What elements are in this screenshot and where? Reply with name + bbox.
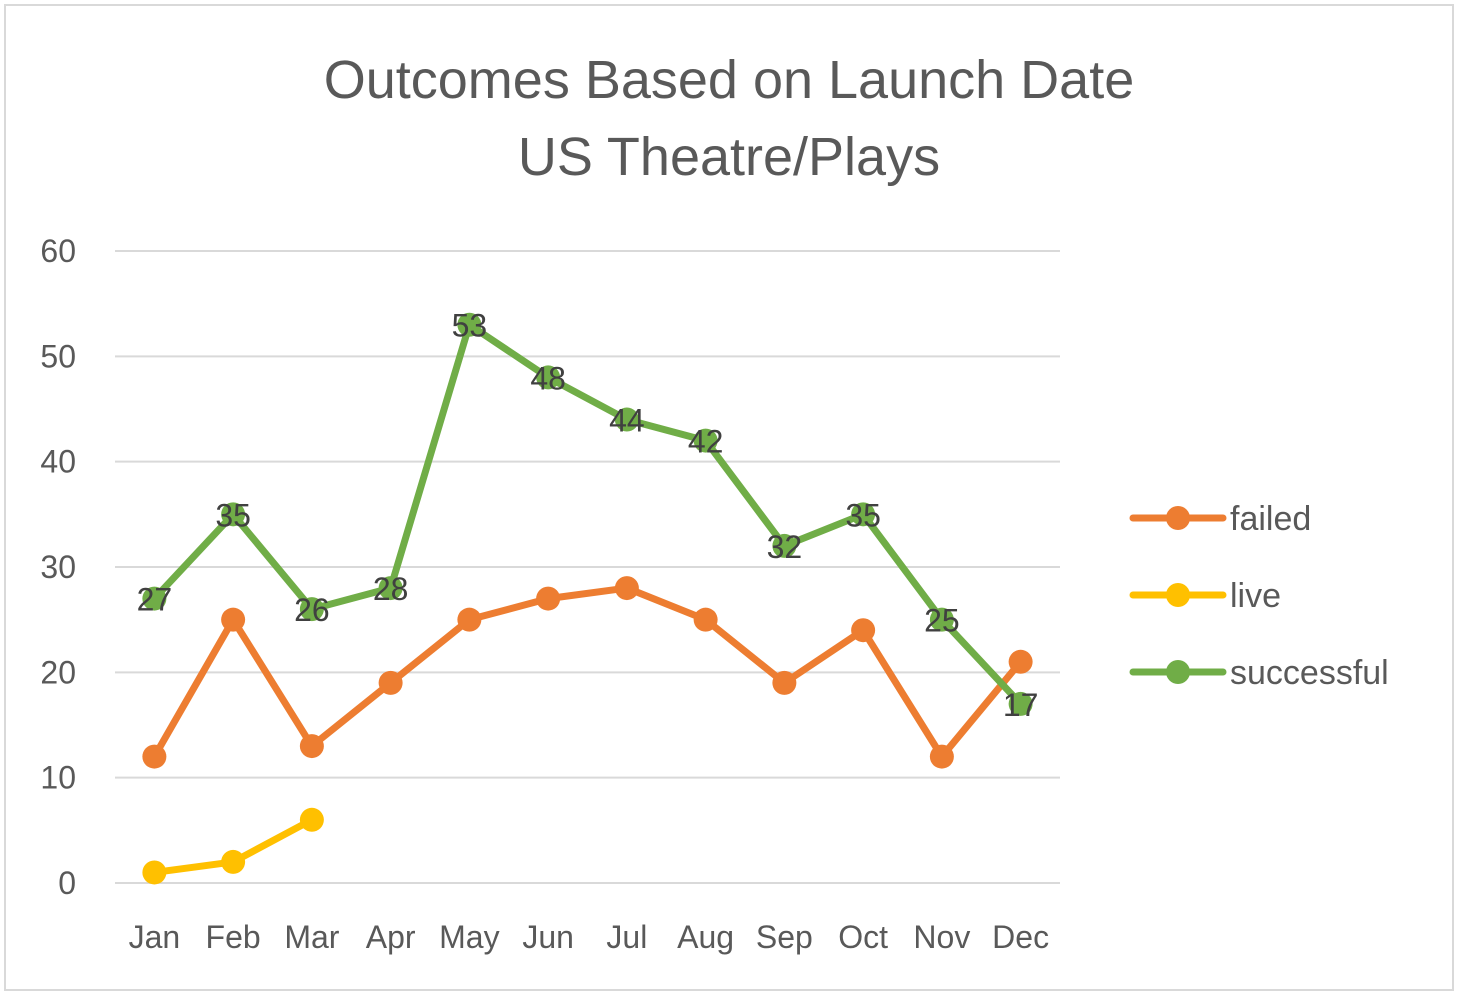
x-tick-label: Feb: [206, 919, 261, 955]
y-tick-label: 10: [40, 760, 76, 796]
series-line-failed: [150, 584, 1025, 761]
data-point-live: [142, 860, 167, 885]
data-label-successful: 42: [688, 424, 724, 460]
data-label-successful: 53: [452, 308, 488, 344]
legend: failed live successful: [1129, 500, 1389, 692]
data-point-successful: [221, 502, 246, 527]
data-point-live: [299, 807, 324, 832]
x-tick-label: Sep: [756, 919, 813, 955]
data-point-successful: [378, 576, 403, 601]
x-tick-label: Apr: [366, 919, 416, 955]
data-point-successful: [929, 607, 954, 632]
legend-item-live: live: [1129, 577, 1281, 615]
data-point-failed: [221, 607, 246, 632]
legend-label: live: [1230, 577, 1281, 615]
data-point-failed: [614, 576, 639, 601]
data-point-failed: [929, 744, 954, 769]
data-point-successful: [1008, 691, 1033, 716]
data-point-successful: [851, 502, 876, 527]
data-point-failed: [693, 607, 718, 632]
chart-title-line-2: US Theatre/Plays: [518, 127, 940, 187]
legend-marker: [1166, 660, 1190, 684]
x-tick-label: May: [439, 919, 499, 955]
data-point-failed: [536, 586, 561, 611]
data-point-successful: [142, 586, 167, 611]
x-tick-label: Oct: [838, 919, 888, 955]
y-tick-label: 60: [40, 233, 76, 269]
y-axis: 0 10 20 30 40 50 60: [40, 233, 76, 901]
plot-area: [142, 312, 1033, 885]
series-failed: [142, 576, 1033, 769]
data-label-successful: 28: [373, 571, 409, 607]
x-tick-label: Jun: [522, 919, 574, 955]
chart-title-line-1: Outcomes Based on Launch Date: [324, 50, 1135, 110]
y-tick-label: 30: [40, 549, 76, 585]
data-point-failed: [851, 618, 876, 643]
chart-frame: [4, 4, 1454, 991]
data-point-successful: [536, 365, 561, 390]
legend-marker: [1166, 506, 1190, 530]
legend-item-failed: failed: [1129, 500, 1311, 538]
series-live: [142, 807, 324, 885]
data-point-failed: [1008, 649, 1033, 674]
data-label-successful: 27: [137, 582, 173, 618]
data-point-failed: [142, 744, 167, 769]
y-tick-label: 0: [58, 865, 76, 901]
data-point-failed: [772, 670, 797, 695]
data-point-successful: [772, 533, 797, 558]
legend-marker: [1166, 583, 1190, 607]
data-label-successful: 32: [767, 529, 803, 565]
x-tick-label: Jan: [129, 919, 181, 955]
data-point-live: [221, 849, 246, 874]
data-label-successful: 35: [215, 497, 251, 533]
series-line-successful: [150, 321, 1025, 708]
y-tick-label: 50: [40, 338, 76, 374]
x-axis: Jan Feb Mar Apr May Jun Jul Aug Sep Oct Nov Dec: [129, 919, 1050, 955]
x-tick-label: Dec: [992, 919, 1049, 955]
data-point-failed: [378, 670, 403, 695]
y-tick-label: 40: [40, 444, 76, 480]
data-label-successful: 48: [530, 360, 566, 396]
data-point-failed: [299, 734, 324, 759]
gridlines: [115, 250, 1060, 884]
y-tick-label: 20: [40, 654, 76, 690]
legend-item-successful: successful: [1129, 654, 1389, 692]
series-successful: [142, 312, 1033, 716]
data-point-successful: [693, 428, 718, 453]
legend-label: failed: [1230, 500, 1311, 538]
data-point-successful: [299, 597, 324, 622]
x-tick-label: Jul: [606, 919, 647, 955]
x-tick-label: Nov: [913, 919, 970, 955]
data-label-successful: 25: [924, 603, 960, 639]
data-point-successful: [614, 407, 639, 432]
x-tick-label: Mar: [284, 919, 339, 955]
data-label-successful: 26: [294, 592, 330, 628]
data-point-successful: [457, 312, 482, 337]
data-label-successful: 35: [845, 497, 881, 533]
data-label-successful: 17: [1003, 687, 1039, 723]
legend-label: successful: [1230, 654, 1389, 692]
data-label-successful: 44: [609, 403, 645, 439]
x-tick-label: Aug: [677, 919, 734, 955]
data-labels: 27 35 26 28 53 48 44 42 32 35 25 17: [137, 308, 1039, 723]
data-point-failed: [457, 607, 482, 632]
